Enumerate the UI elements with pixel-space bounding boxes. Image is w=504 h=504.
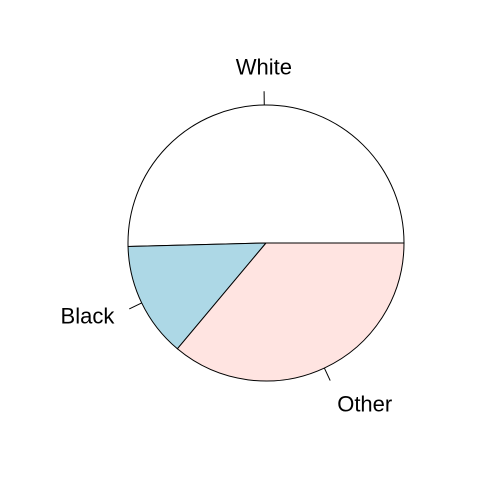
slice-label-black: Black xyxy=(61,304,116,329)
slice-label-white: White xyxy=(236,55,292,80)
pie-slice-white xyxy=(127,104,405,247)
leader-line-black xyxy=(129,302,142,310)
pie-slices xyxy=(127,104,405,382)
pie-slice-black xyxy=(127,242,268,350)
leader-line-other xyxy=(323,367,331,381)
label-leader-lines xyxy=(129,91,331,381)
slice-labels: White Black Other xyxy=(61,55,393,417)
slice-label-other: Other xyxy=(337,392,392,417)
